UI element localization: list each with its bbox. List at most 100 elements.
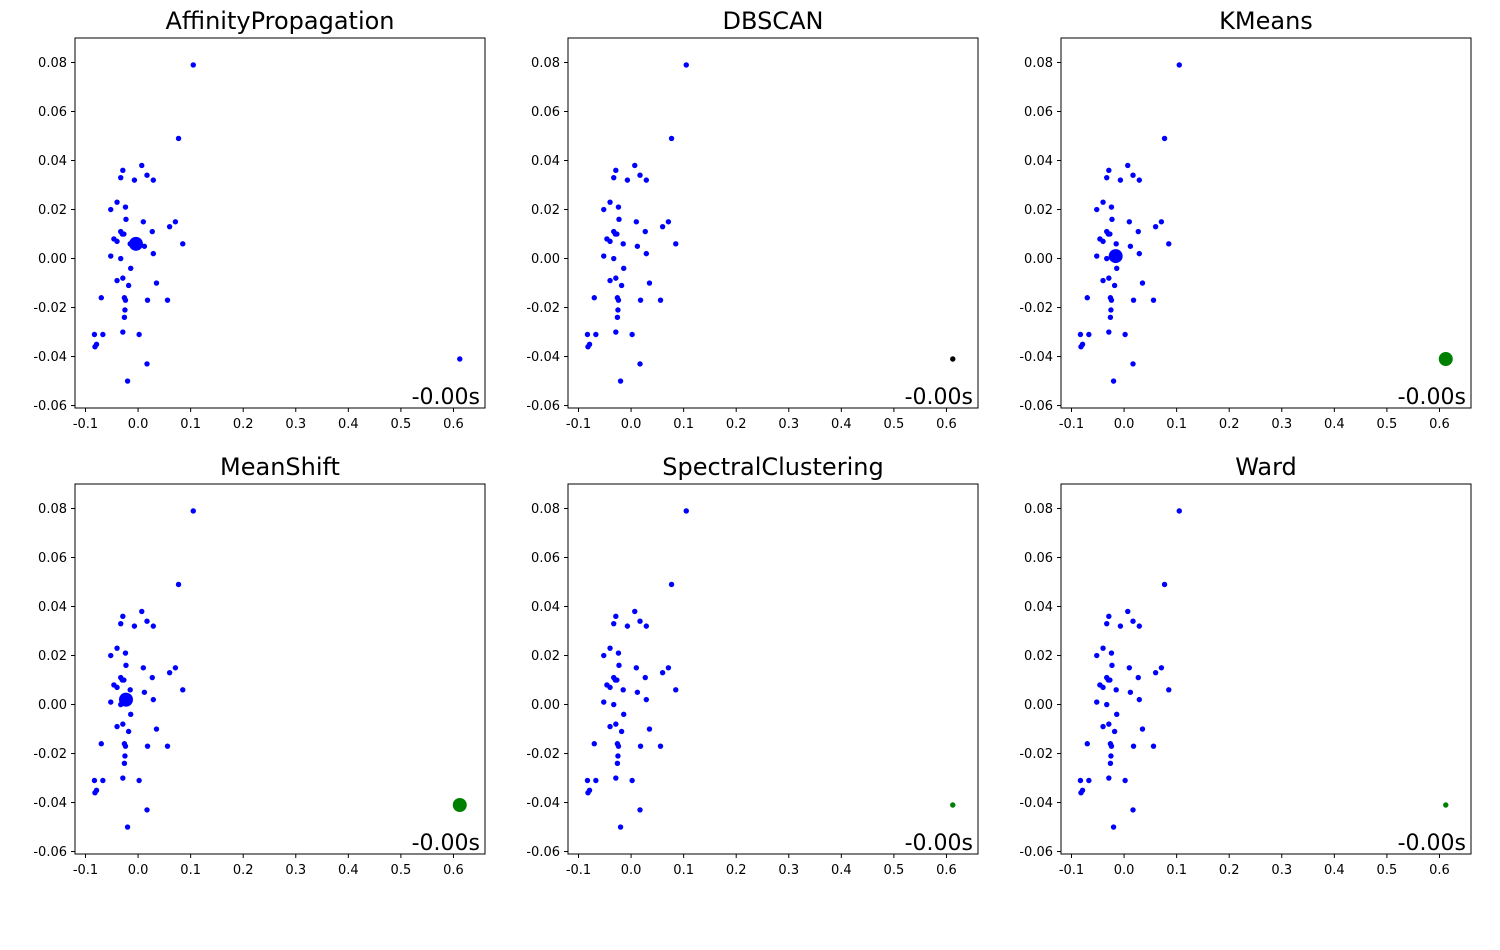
data-point [1084, 295, 1090, 301]
x-tick-label: 0.0 [128, 863, 149, 878]
data-point [613, 167, 619, 174]
data-point [1135, 674, 1141, 681]
data-point [643, 623, 650, 629]
data-point [668, 135, 675, 142]
data-point [673, 241, 679, 247]
data-point [166, 223, 173, 230]
data-point [637, 618, 643, 624]
data-point [1161, 135, 1168, 142]
data-point [1106, 613, 1112, 620]
data-point [108, 253, 114, 259]
x-tick-label: 0.2 [233, 863, 254, 878]
data-point [683, 62, 689, 68]
data-point [1136, 696, 1143, 703]
data-point [91, 331, 98, 338]
data-point [1100, 684, 1106, 691]
y-tick-label: -0.06 [1019, 399, 1053, 414]
data-point [657, 297, 664, 303]
data-point [1139, 726, 1146, 732]
data-point [637, 172, 643, 178]
data-point [144, 807, 150, 813]
data-point [122, 743, 129, 749]
x-tick-label: 0.0 [1114, 863, 1135, 878]
y-tick-label: 0.02 [531, 203, 560, 218]
axes-frame [1060, 37, 1472, 409]
timing-label: -0.00s [1398, 831, 1466, 856]
x-tick-label: 0.5 [884, 417, 905, 432]
data-point [620, 687, 626, 693]
x-tick-label: 0.5 [884, 863, 905, 878]
data-point [613, 275, 619, 281]
x-tick-label: 0.2 [1219, 417, 1240, 432]
data-point [613, 721, 619, 727]
axes-frame [74, 483, 486, 855]
data-point [150, 250, 157, 257]
x-tick-label: 0.4 [1324, 417, 1345, 432]
data-point [1125, 162, 1131, 169]
data-point [180, 241, 186, 247]
data-point [1130, 297, 1137, 303]
data-point [1108, 650, 1115, 656]
data-point [584, 331, 591, 338]
data-point [1136, 250, 1143, 257]
data-point [601, 699, 607, 705]
data-point [1110, 378, 1117, 384]
y-tick-label: 0.06 [38, 105, 67, 120]
x-tick-label: 0.4 [831, 417, 852, 432]
data-point [615, 307, 621, 313]
y-tick-label: 0.06 [531, 551, 560, 566]
data-point [140, 665, 147, 671]
x-tick-label: 0.0 [621, 863, 642, 878]
data-point [621, 265, 627, 272]
data-point [1107, 314, 1114, 321]
data-point [123, 216, 129, 223]
data-point [120, 775, 126, 781]
data-point [122, 307, 128, 313]
data-point [175, 135, 182, 142]
data-point [614, 760, 621, 767]
data-point [611, 701, 617, 708]
data-point [1111, 728, 1118, 735]
y-tick-label: -0.02 [1019, 301, 1053, 316]
subplot-grid: AffinityPropagation -0.1 0.0 0.1 0.2 0.3 0.4 0.… [33, 7, 1472, 878]
data-point [114, 684, 120, 691]
x-tick-label: 0.6 [936, 417, 957, 432]
data-point [120, 613, 126, 620]
data-point [613, 329, 619, 335]
x-tick-label: 0.2 [1219, 863, 1240, 878]
x-tick-label: 0.4 [338, 863, 359, 878]
data-point [615, 204, 622, 210]
data-point [637, 743, 644, 749]
data-point [601, 206, 607, 213]
data-point [136, 777, 142, 784]
x-tick-label: 0.1 [673, 417, 694, 432]
y-tick-label: 0.08 [1024, 56, 1053, 71]
data-point [593, 777, 599, 784]
x-tick-label: 0.6 [443, 863, 464, 878]
data-point [119, 231, 126, 237]
subplot-spectralclustering: SpectralClustering -0.1 0.0 0.1 0.2 0.3 0.4 0.5… [526, 453, 979, 878]
data-point [1136, 623, 1143, 629]
y-tick-label: 0.04 [38, 154, 67, 169]
y-tick-label: -0.06 [526, 845, 560, 860]
data-point [1150, 743, 1157, 749]
data-point [1117, 177, 1124, 183]
data-point [141, 689, 148, 695]
data-point [612, 677, 619, 683]
x-tick-label: 0.1 [1166, 863, 1187, 878]
data-point [127, 687, 133, 693]
data-point [591, 741, 597, 747]
data-point [150, 177, 157, 183]
data-point [616, 662, 622, 669]
data-point [1094, 253, 1100, 259]
data-point [1122, 777, 1128, 784]
data-point [1105, 231, 1112, 237]
axes-frame [1060, 483, 1472, 855]
data-point [1113, 241, 1119, 247]
subplot-ward: Ward -0.1 0.0 0.1 0.2 0.3 0.4 0.5 0.6 -0.06 -0.04 -… [1019, 453, 1472, 878]
y-tick-label: -0.02 [526, 747, 560, 762]
subplot-title: DBSCAN [723, 7, 824, 35]
data-point [657, 743, 664, 749]
data-point [624, 623, 631, 629]
data-point [1108, 297, 1115, 303]
